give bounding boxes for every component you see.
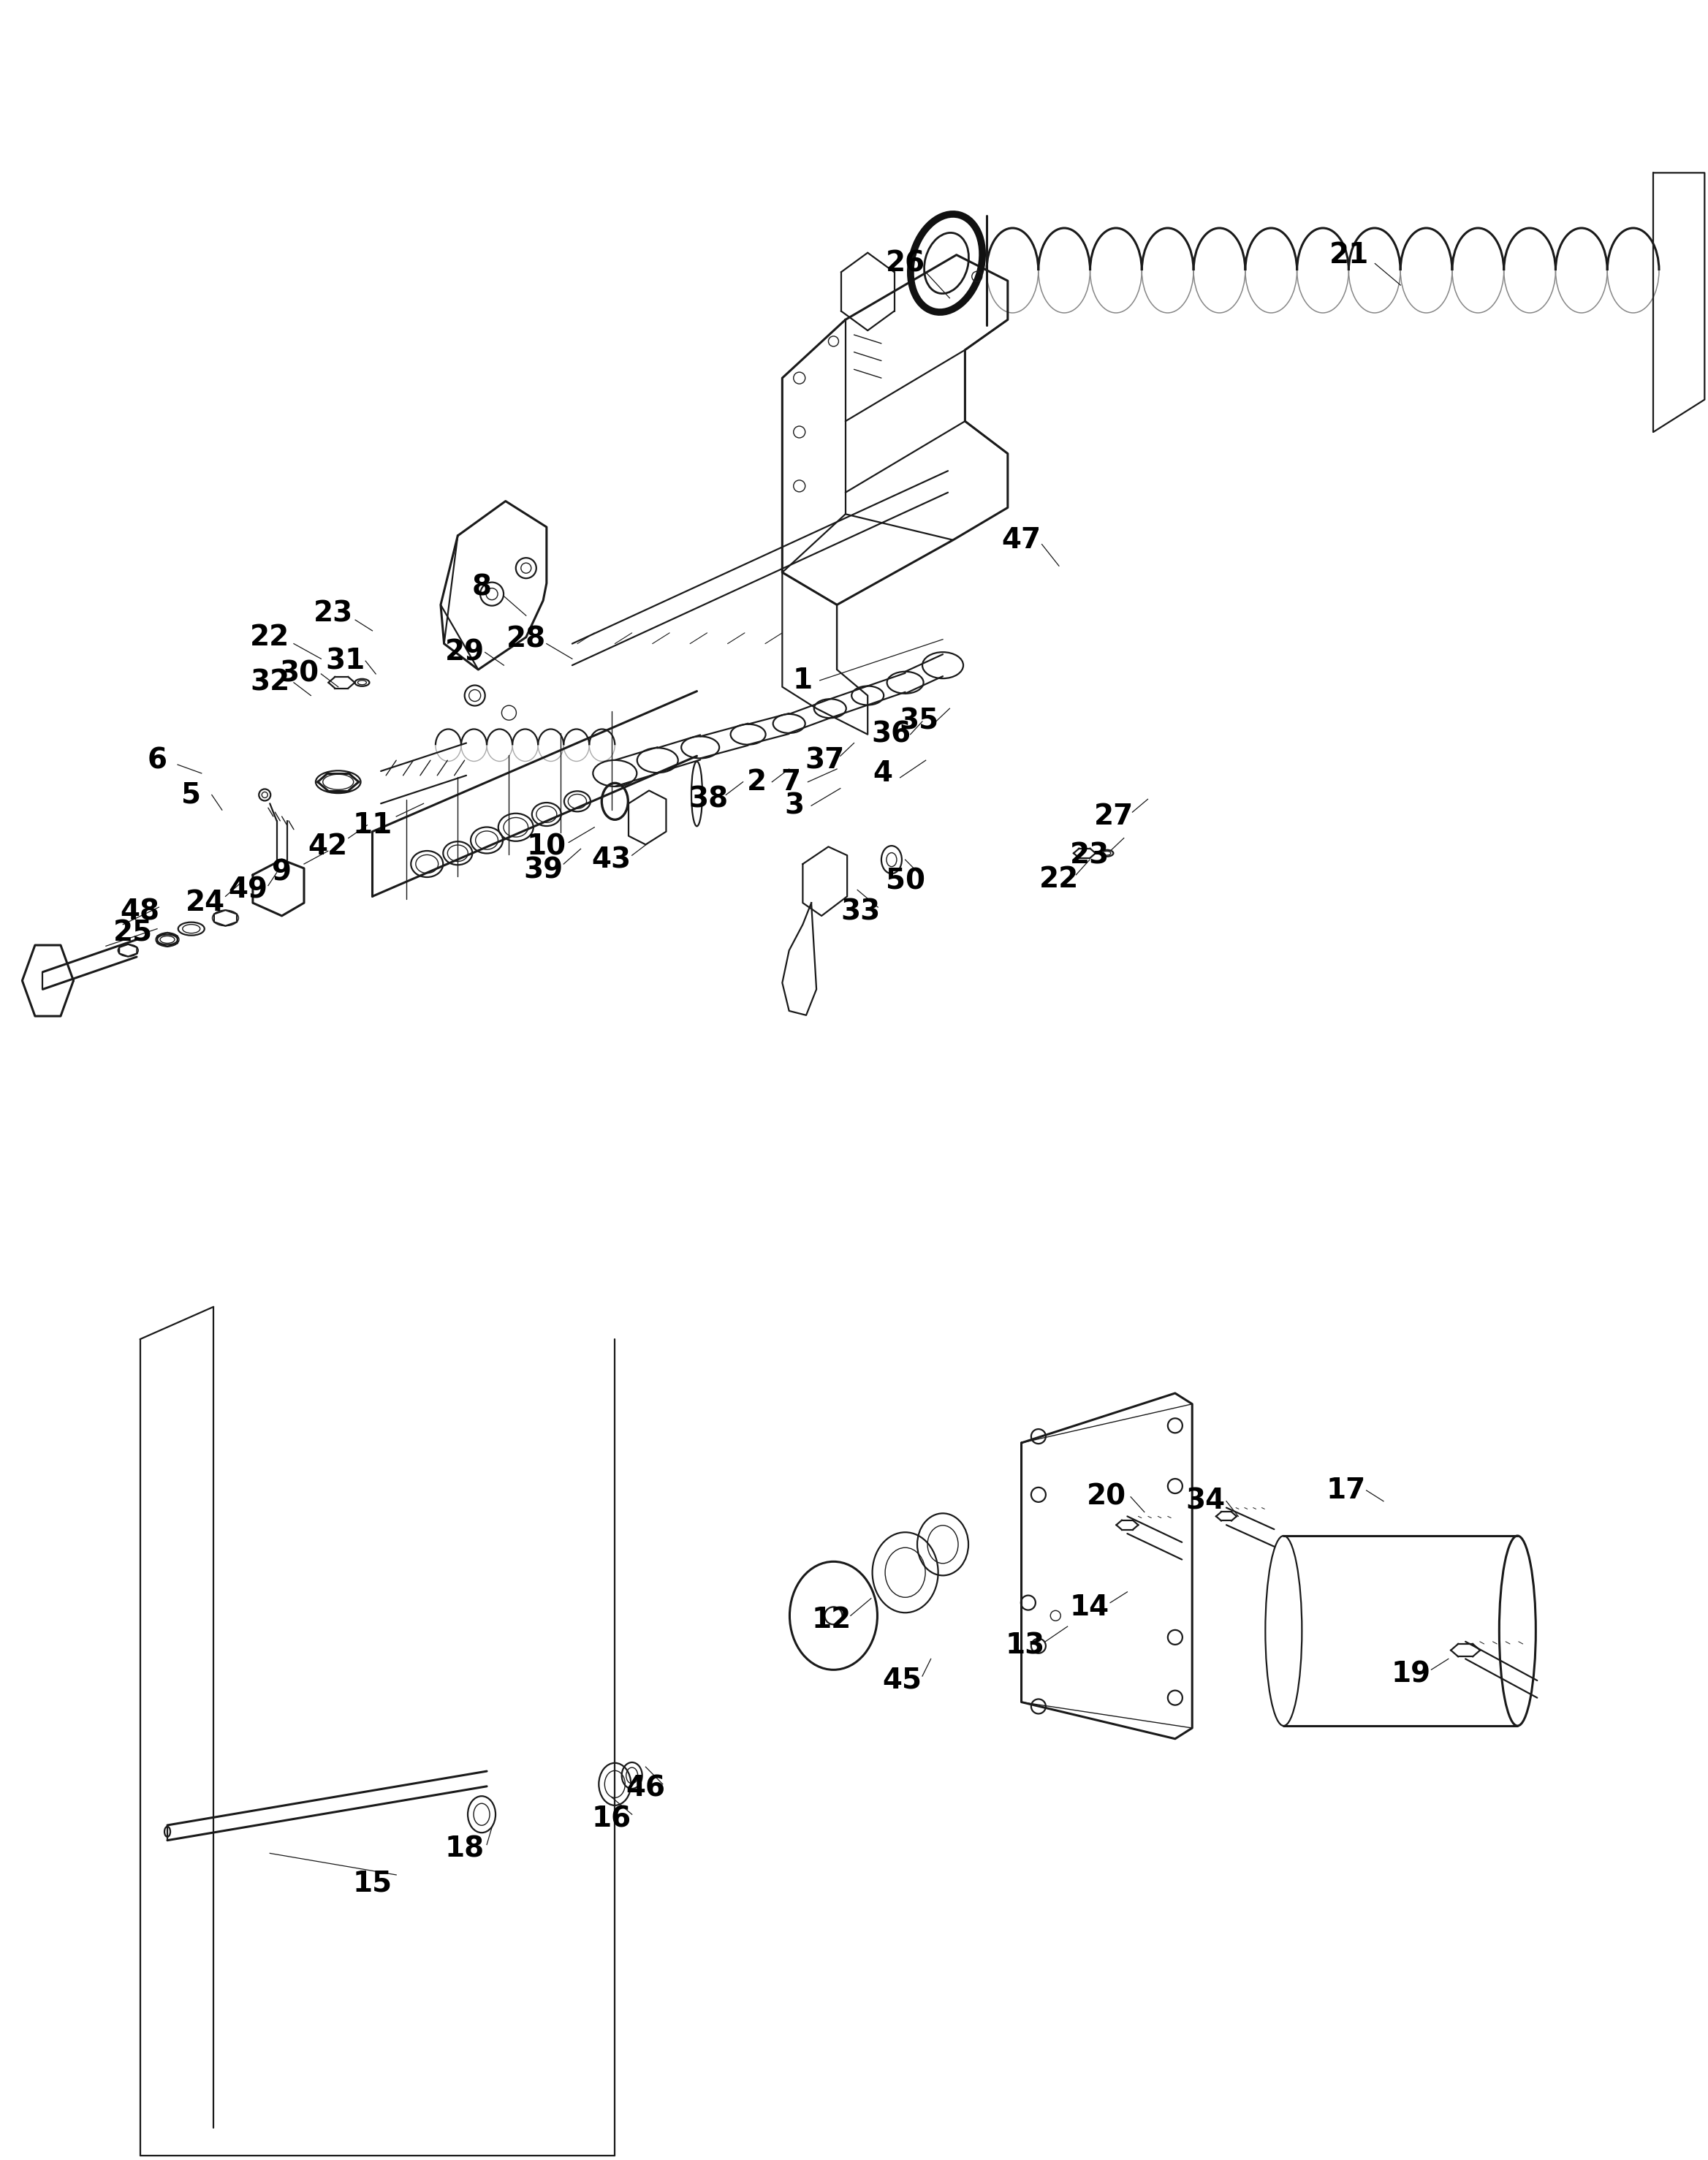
Text: 24: 24 bbox=[184, 890, 225, 916]
Text: 48: 48 bbox=[120, 899, 161, 924]
Text: 13: 13 bbox=[1004, 1633, 1045, 1659]
Text: 25: 25 bbox=[113, 920, 154, 946]
Text: 6: 6 bbox=[147, 747, 167, 773]
Text: 36: 36 bbox=[871, 721, 912, 747]
Text: 43: 43 bbox=[591, 847, 632, 873]
Text: 10: 10 bbox=[526, 834, 567, 860]
Text: 2: 2 bbox=[746, 769, 767, 795]
Text: 29: 29 bbox=[444, 639, 485, 665]
Text: 32: 32 bbox=[249, 670, 290, 696]
Text: 9: 9 bbox=[272, 860, 292, 886]
Text: 46: 46 bbox=[625, 1776, 666, 1801]
Text: 49: 49 bbox=[227, 877, 268, 903]
Text: 21: 21 bbox=[1329, 242, 1370, 268]
Text: 11: 11 bbox=[352, 812, 393, 838]
Text: 22: 22 bbox=[1038, 866, 1079, 892]
Text: 5: 5 bbox=[181, 782, 202, 808]
Text: 38: 38 bbox=[688, 786, 729, 812]
Text: 3: 3 bbox=[784, 793, 804, 819]
Text: 50: 50 bbox=[885, 868, 926, 894]
Text: 14: 14 bbox=[1069, 1594, 1110, 1620]
Text: 15: 15 bbox=[352, 1871, 393, 1896]
Text: 42: 42 bbox=[307, 834, 348, 860]
Text: 20: 20 bbox=[1086, 1484, 1127, 1510]
Text: 35: 35 bbox=[898, 708, 939, 734]
Text: 8: 8 bbox=[471, 575, 492, 600]
Text: 18: 18 bbox=[444, 1836, 485, 1862]
Text: 34: 34 bbox=[1185, 1488, 1226, 1514]
Text: 39: 39 bbox=[523, 858, 564, 883]
Text: 47: 47 bbox=[1001, 527, 1042, 553]
Text: 4: 4 bbox=[873, 760, 893, 786]
Text: 22: 22 bbox=[249, 624, 290, 650]
Text: 17: 17 bbox=[1325, 1477, 1366, 1503]
Text: 26: 26 bbox=[885, 251, 926, 276]
Text: 45: 45 bbox=[881, 1668, 922, 1693]
Text: 30: 30 bbox=[278, 661, 319, 687]
Text: 7: 7 bbox=[781, 769, 801, 795]
Text: 16: 16 bbox=[591, 1806, 632, 1832]
Text: 23: 23 bbox=[313, 600, 354, 626]
Text: 27: 27 bbox=[1093, 804, 1134, 829]
Text: 1: 1 bbox=[793, 667, 813, 693]
Text: 23: 23 bbox=[1069, 842, 1110, 868]
Text: 37: 37 bbox=[804, 747, 845, 773]
Text: 33: 33 bbox=[840, 899, 881, 924]
Text: 12: 12 bbox=[811, 1607, 852, 1633]
Text: 31: 31 bbox=[325, 648, 366, 674]
Text: 19: 19 bbox=[1390, 1661, 1431, 1687]
Text: 28: 28 bbox=[506, 626, 547, 652]
